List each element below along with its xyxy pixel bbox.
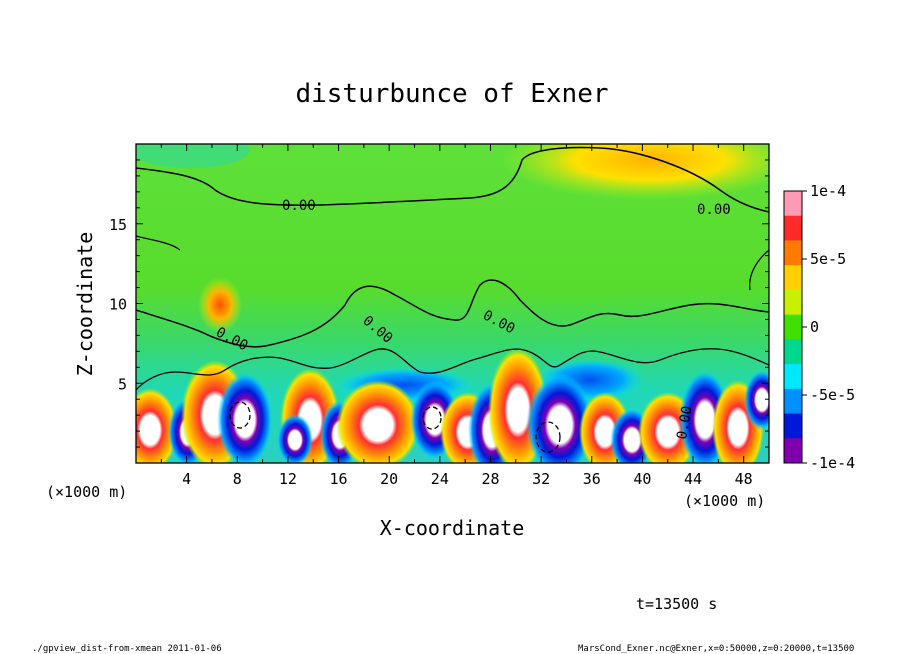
colorbar-swatch xyxy=(784,215,802,241)
colorbar-label: 0 xyxy=(810,318,819,336)
colorbar-swatch xyxy=(784,438,802,464)
contour-line xyxy=(422,406,442,430)
contour-line xyxy=(136,235,181,251)
y-tick-label: 15 xyxy=(109,216,127,234)
x-tick-label: 4 xyxy=(182,470,191,488)
x-tick-label: 12 xyxy=(279,470,297,488)
x-tick-label: 36 xyxy=(583,470,601,488)
colorbar-swatch xyxy=(784,289,802,316)
colorbar-swatch xyxy=(784,240,802,266)
colorbar-label: -5e-5 xyxy=(810,386,855,404)
y-axis-title: Z-coordinate xyxy=(73,232,97,377)
colorbar: 1e-4 5e-5 0 -5e-5 -1e-4 xyxy=(783,182,855,472)
anomaly-cell xyxy=(136,388,178,463)
x-tick-label: 8 xyxy=(233,470,242,488)
contour-line xyxy=(749,249,769,291)
x-tick-label: 48 xyxy=(735,470,753,488)
colorbar-label: -1e-4 xyxy=(810,454,855,472)
y-axis: 5 10 15 xyxy=(109,143,769,464)
anomaly-cell xyxy=(336,380,420,463)
contour-line xyxy=(136,146,769,213)
cool-region-top-left xyxy=(136,144,250,168)
x-tick-label: 24 xyxy=(431,470,449,488)
heatmap-field: 0.00 0.00 0.00 0.00 0.00 0.00 xyxy=(136,144,769,463)
x-tick-label: 16 xyxy=(330,470,348,488)
colorbar-label: 5e-5 xyxy=(810,250,846,268)
colorbar-swatch xyxy=(784,191,802,217)
colorbar-swatch xyxy=(784,364,802,390)
y-unit-label: (×1000 m) xyxy=(684,492,765,510)
colorbar-swatch xyxy=(784,265,802,291)
contour-line xyxy=(136,279,769,348)
colorbar-swatch xyxy=(784,388,802,415)
warm-region-mid xyxy=(198,277,242,333)
anomaly-cell xyxy=(744,370,769,430)
x-unit-label: (×1000 m) xyxy=(46,483,127,501)
anomaly-cell xyxy=(277,414,313,463)
anomaly-cell xyxy=(217,372,273,463)
footer-left: ./gpview_dist-from-xmean 2011-01-06 xyxy=(32,644,222,654)
colorbar-swatch xyxy=(784,314,802,340)
warm-region-top xyxy=(500,144,769,200)
x-tick-label: 44 xyxy=(684,470,702,488)
x-axis: 4 8 12 16 20 24 28 32 36 40 44 48 xyxy=(135,144,770,488)
contour-label: 0.00 xyxy=(674,405,696,441)
y-tick-label: 10 xyxy=(109,296,127,314)
x-axis-title: X-coordinate xyxy=(380,516,525,540)
x-tick-label: 40 xyxy=(633,470,651,488)
x-tick-label: 20 xyxy=(380,470,398,488)
contour-label: 0.00 xyxy=(282,198,316,214)
colorbar-swatch xyxy=(784,339,802,365)
footer-right: MarsCond_Exner.nc@Exner,x=0:50000,z=0:20… xyxy=(578,644,854,654)
x-tick-label: 28 xyxy=(481,470,499,488)
anomaly-cell xyxy=(526,373,594,463)
colorbar-swatch xyxy=(784,413,802,439)
contour-line xyxy=(229,401,251,429)
time-annotation: t=13500 s xyxy=(636,595,717,613)
x-tick-label: 32 xyxy=(532,470,550,488)
colorbar-label: 1e-4 xyxy=(810,182,846,200)
contour-line xyxy=(535,421,561,453)
contour-line xyxy=(136,348,769,391)
chart-title: disturbunce of Exner xyxy=(295,79,608,109)
contour-label: 0.00 xyxy=(697,202,731,218)
y-tick-label: 5 xyxy=(118,375,127,393)
